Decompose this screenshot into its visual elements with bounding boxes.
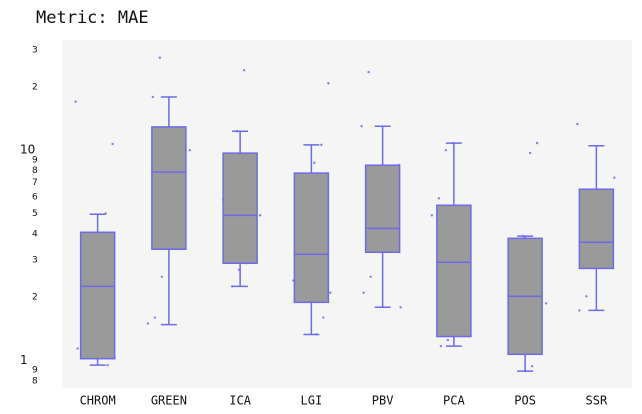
x-tick-label: CHROM [80,394,116,408]
data-point [446,338,450,342]
data-point [74,100,77,103]
data-point [535,141,539,145]
y-tick-label: 6 [32,192,38,202]
x-tick-label: PCA [443,394,465,408]
data-point [367,70,370,74]
y-tick-label: 3 [32,256,38,266]
y-tick-label: 5 [32,209,38,219]
y-tick-label: 7 [32,178,38,188]
x-tick-label: LGI [301,394,323,408]
data-point [430,214,434,217]
data-point [439,344,443,348]
data-point [362,291,365,294]
data-point [158,56,162,59]
x-tick-label: POS [514,394,536,408]
box [436,204,472,338]
data-point [320,143,323,147]
data-point [585,295,588,298]
x-tick-label: PBV [372,394,394,408]
y-tick-label: 3 [32,45,38,55]
data-point [528,151,532,155]
data-point [437,197,441,200]
y-tick-label: 4 [32,229,38,239]
data-point [578,309,581,312]
data-point [369,275,372,278]
x-tick-label: GREEN [151,394,187,408]
plot-area [62,40,632,388]
box [79,231,116,360]
y-tick-label: 8 [32,376,38,386]
data-point [188,148,192,152]
y-tick-label: 8 [32,166,38,176]
box [364,164,401,254]
data-point [360,124,363,128]
box [222,152,258,264]
data-point [322,316,325,319]
data-point [258,214,262,217]
data-point [313,161,316,165]
data-point [399,306,402,309]
data-point [242,68,246,72]
y-tick-label: 9 [32,366,38,376]
box [293,172,330,304]
data-point [160,275,164,278]
y-tick-label: 1 [20,353,28,367]
box [578,188,615,270]
data-point [151,95,155,99]
data-point [544,302,548,305]
data-point [444,148,448,152]
data-point [530,364,534,368]
data-point [106,363,109,367]
x-tick-label: SSR [586,394,608,408]
data-point [76,347,79,350]
data-point [613,176,616,179]
y-tick-label: 2 [32,293,38,303]
data-point [576,122,579,126]
y-tick-label: 9 [32,155,38,165]
box [151,126,187,250]
data-point [153,316,157,319]
data-point [329,291,332,294]
x-tick-label: ICA [229,394,251,408]
chart-title: Metric: MAE [36,8,149,28]
y-tick-label: 10 [20,143,35,157]
y-tick-label: 2 [32,82,38,92]
data-point [111,142,114,146]
data-point [327,82,330,85]
data-point [146,322,150,325]
